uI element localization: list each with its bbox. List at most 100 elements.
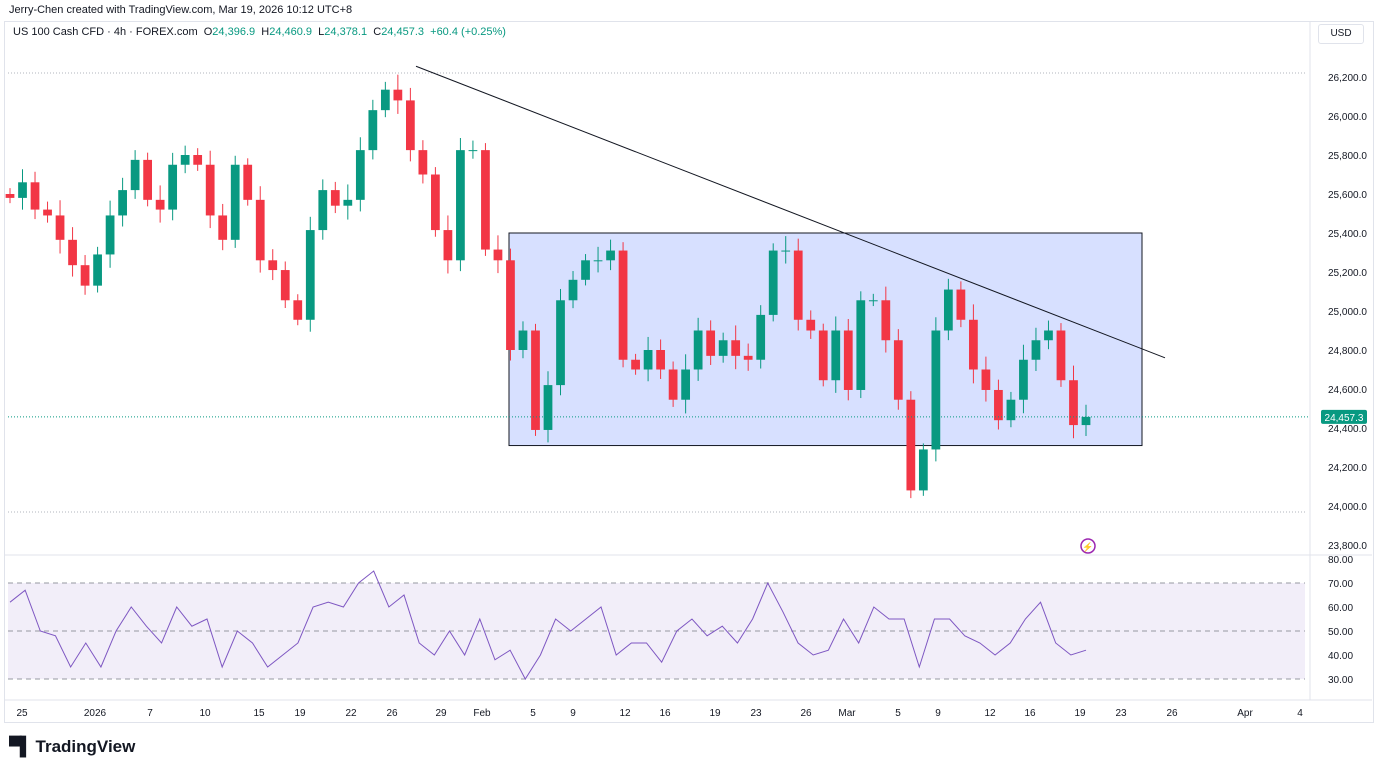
time-tick: 22 (345, 708, 357, 719)
price-tick: 24,200.0 (1328, 463, 1367, 474)
time-tick: Feb (473, 708, 491, 719)
candle-body (105, 215, 115, 255)
candle-body (818, 330, 828, 381)
low-label: L (318, 26, 325, 38)
candle-body (881, 300, 891, 341)
time-tick: 2026 (84, 708, 107, 719)
candle-body (243, 164, 253, 200)
candle-body (543, 385, 553, 430)
candle-body (443, 230, 453, 261)
price-tick: 25,000.0 (1328, 307, 1367, 318)
time-tick: 26 (1166, 708, 1178, 719)
candle-body (230, 164, 240, 240)
candle-body (681, 369, 691, 400)
symbol-name[interactable]: US 100 Cash CFD · 4h · FOREX.com (13, 26, 198, 38)
candle-body (1031, 340, 1041, 360)
time-tick: 12 (984, 708, 996, 719)
time-tick: 12 (619, 708, 631, 719)
candle-body (1019, 359, 1028, 400)
candle-body (355, 150, 365, 200)
time-tick: 26 (386, 708, 398, 719)
rsi-tick: 80.00 (1328, 555, 1353, 566)
lightning-glyph: ⚡ (1082, 541, 1093, 553)
time-tick: 7 (147, 708, 153, 719)
time-tick: 23 (1115, 708, 1127, 719)
candle-body (405, 100, 415, 151)
price-tick: 24,800.0 (1328, 346, 1367, 357)
candle-body (1006, 399, 1016, 421)
candle-body (1069, 380, 1078, 426)
close-value: 24,457.3 (381, 26, 425, 38)
lightning-icon (1080, 538, 1096, 554)
time-tick: 5 (895, 708, 901, 719)
candle-body (918, 449, 928, 491)
time-tick: 29 (435, 708, 447, 719)
candle-body (55, 215, 65, 240)
last-price-label: 24,457.3 (1325, 413, 1364, 424)
candle-body (618, 250, 628, 360)
open-label: O (203, 26, 213, 38)
chart-frame (4, 21, 1374, 723)
candle-body (969, 319, 978, 370)
candle-body (906, 399, 916, 491)
time-tick: 23 (750, 708, 762, 719)
candle-body (80, 265, 90, 286)
time-tick: 4 (1297, 708, 1303, 719)
candle-body (468, 150, 478, 152)
candle-body (68, 239, 77, 266)
candle-body (893, 340, 903, 400)
high-value: 24,460.9 (269, 26, 313, 38)
candle-body (556, 300, 565, 386)
price-tick: 24,600.0 (1328, 385, 1367, 396)
time-tick: 19 (294, 708, 306, 719)
candle-body (668, 369, 678, 400)
price-tick: 25,200.0 (1328, 268, 1367, 279)
high-label: H (261, 26, 270, 38)
candle-body (643, 350, 653, 370)
time-tick: 26 (800, 708, 812, 719)
candle-body (781, 250, 791, 252)
trendline (415, 65, 1166, 359)
rsi-line (9, 570, 1087, 680)
candle-body (581, 260, 590, 280)
rsi-tick: 50.00 (1328, 627, 1353, 638)
chart-credit: Jerry-Chen created with TradingView.com,… (9, 4, 353, 16)
candle-body (768, 250, 778, 315)
currency-button[interactable]: USD (1318, 24, 1364, 44)
candle-body (318, 190, 328, 231)
candle-body (293, 300, 303, 320)
candle-body (943, 289, 953, 331)
tradingview-logo: ▀▌ TradingView (9, 736, 135, 757)
candle-body (5, 194, 15, 198)
candle-body (268, 260, 278, 271)
candle-body (1044, 330, 1053, 341)
time-tick: 25 (16, 708, 28, 719)
time-tick: 16 (1024, 708, 1036, 719)
candle-body (493, 249, 503, 261)
change-value: +60.4 (+0.25%) (430, 26, 506, 38)
open-value: 24,396.9 (212, 26, 256, 38)
rsi-tick: 70.00 (1328, 579, 1353, 590)
candle-body (393, 89, 403, 101)
candle-body (30, 182, 40, 210)
candle-body (93, 254, 102, 286)
candle-body (743, 355, 753, 360)
candle-body (518, 330, 528, 350)
candle-body (380, 89, 390, 111)
candle-body (756, 314, 766, 360)
candle-body (531, 330, 540, 430)
candle-body (843, 330, 853, 390)
candle-body (143, 159, 153, 200)
time-tick: 9 (935, 708, 941, 719)
candle-body (330, 190, 340, 206)
candle-body (481, 150, 490, 250)
candle-body (568, 279, 578, 301)
price-tick: 25,600.0 (1328, 190, 1367, 201)
candle-body (506, 260, 515, 350)
candle-body (368, 110, 378, 151)
candle-body (994, 389, 1003, 421)
candle-body (193, 155, 203, 165)
time-tick: 15 (253, 708, 265, 719)
candle-body (593, 260, 603, 262)
